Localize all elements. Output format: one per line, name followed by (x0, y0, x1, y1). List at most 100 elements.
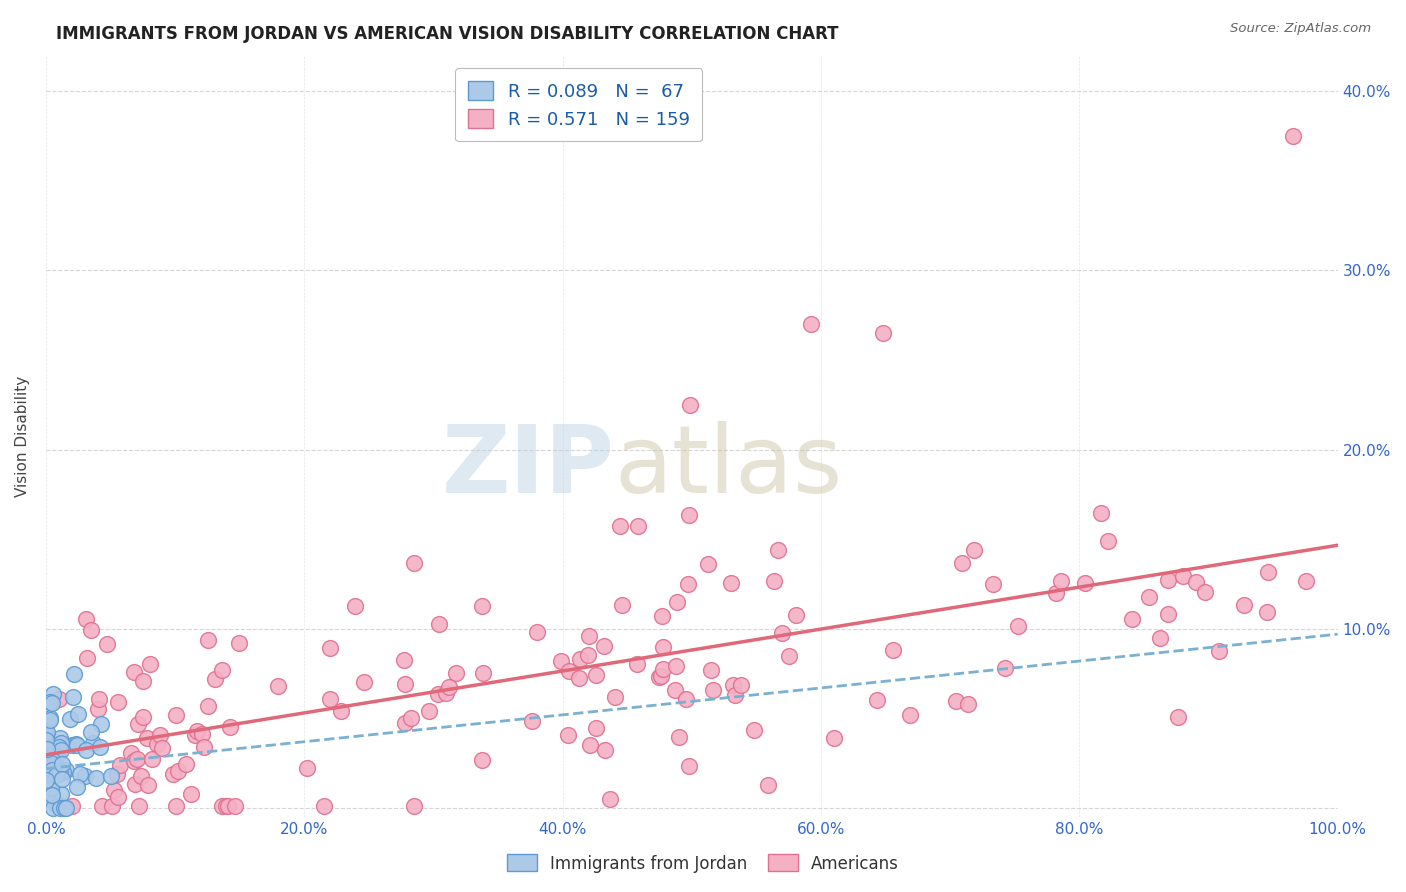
Point (217, 799, 239, 814)
Point (162, 767, 184, 781)
Point (585, 721, 607, 735)
Point (211, 663, 233, 677)
Point (37, 779, 59, 793)
Point (295, 761, 318, 775)
Point (665, 595, 688, 609)
Point (41, 753, 63, 767)
Point (66, 739, 89, 753)
Point (353, 674, 375, 689)
Point (128, 799, 150, 814)
Point (60, 799, 83, 814)
Point (100, 799, 122, 814)
Point (108, 757, 131, 772)
Point (1295, 574, 1317, 588)
Point (52, 764, 75, 779)
Point (197, 698, 219, 713)
Point (762, 574, 785, 588)
Point (180, 787, 202, 801)
Point (90, 799, 112, 814)
Point (124, 777, 146, 791)
Point (39, 750, 62, 764)
Text: IMMIGRANTS FROM JORDAN VS AMERICAN VISION DISABILITY CORRELATION CHART: IMMIGRANTS FROM JORDAN VS AMERICAN VISIO… (56, 25, 839, 43)
Point (558, 664, 581, 678)
Point (37, 789, 59, 804)
Point (557, 727, 579, 741)
Point (44, 752, 66, 766)
Point (122, 754, 145, 768)
Point (67, 707, 90, 722)
Point (266, 679, 288, 693)
Point (652, 662, 675, 676)
Point (224, 799, 246, 814)
Point (136, 779, 159, 793)
Point (392, 653, 415, 667)
Point (626, 657, 648, 671)
Point (49, 731, 72, 746)
Point (38, 761, 60, 775)
Point (127, 717, 149, 731)
Point (107, 695, 129, 709)
Point (343, 599, 366, 614)
Point (76, 650, 98, 665)
Point (35, 728, 58, 742)
Point (38, 781, 60, 796)
Point (48, 801, 70, 815)
Point (120, 747, 142, 761)
Point (63, 666, 86, 681)
Point (89, 691, 111, 706)
Point (1121, 612, 1143, 626)
Point (800, 317, 823, 331)
Point (1073, 575, 1095, 590)
Y-axis label: Vision Disability: Vision Disability (15, 376, 30, 497)
Point (665, 659, 688, 673)
Point (149, 728, 172, 742)
Point (444, 666, 467, 681)
Point (69, 767, 91, 781)
Point (136, 731, 159, 745)
Point (46, 748, 69, 763)
Point (66, 780, 89, 794)
Point (90, 717, 112, 731)
Point (49, 736, 72, 750)
Point (49, 799, 72, 814)
Point (1157, 607, 1180, 622)
Point (42, 746, 65, 760)
Point (35, 727, 58, 741)
Legend: R = 0.089   N =  67, R = 0.571   N = 159: R = 0.089 N = 67, R = 0.571 N = 159 (456, 68, 703, 141)
Point (699, 663, 721, 677)
Point (429, 617, 451, 632)
Point (1167, 710, 1189, 724)
Point (60, 738, 83, 752)
Point (48, 691, 70, 706)
Point (75, 769, 97, 783)
Point (1208, 644, 1230, 658)
Point (550, 654, 572, 668)
Point (766, 542, 789, 557)
Point (664, 682, 686, 697)
Point (45, 768, 67, 782)
Point (107, 790, 129, 805)
Point (1233, 598, 1256, 612)
Point (319, 692, 342, 706)
Point (1045, 586, 1067, 600)
Point (219, 719, 242, 733)
Point (42, 687, 65, 701)
Point (872, 326, 894, 340)
Point (394, 677, 416, 691)
Point (567, 671, 589, 685)
Point (87, 702, 110, 716)
Point (471, 599, 494, 614)
Point (576, 648, 599, 663)
Point (578, 629, 600, 643)
Point (963, 542, 986, 557)
Point (139, 657, 162, 671)
Point (39, 756, 62, 771)
Point (42, 741, 65, 756)
Point (650, 669, 672, 683)
Point (132, 710, 155, 724)
Point (165, 799, 187, 814)
Point (49, 799, 72, 814)
Point (593, 743, 616, 757)
Point (319, 640, 342, 655)
Point (472, 665, 495, 680)
